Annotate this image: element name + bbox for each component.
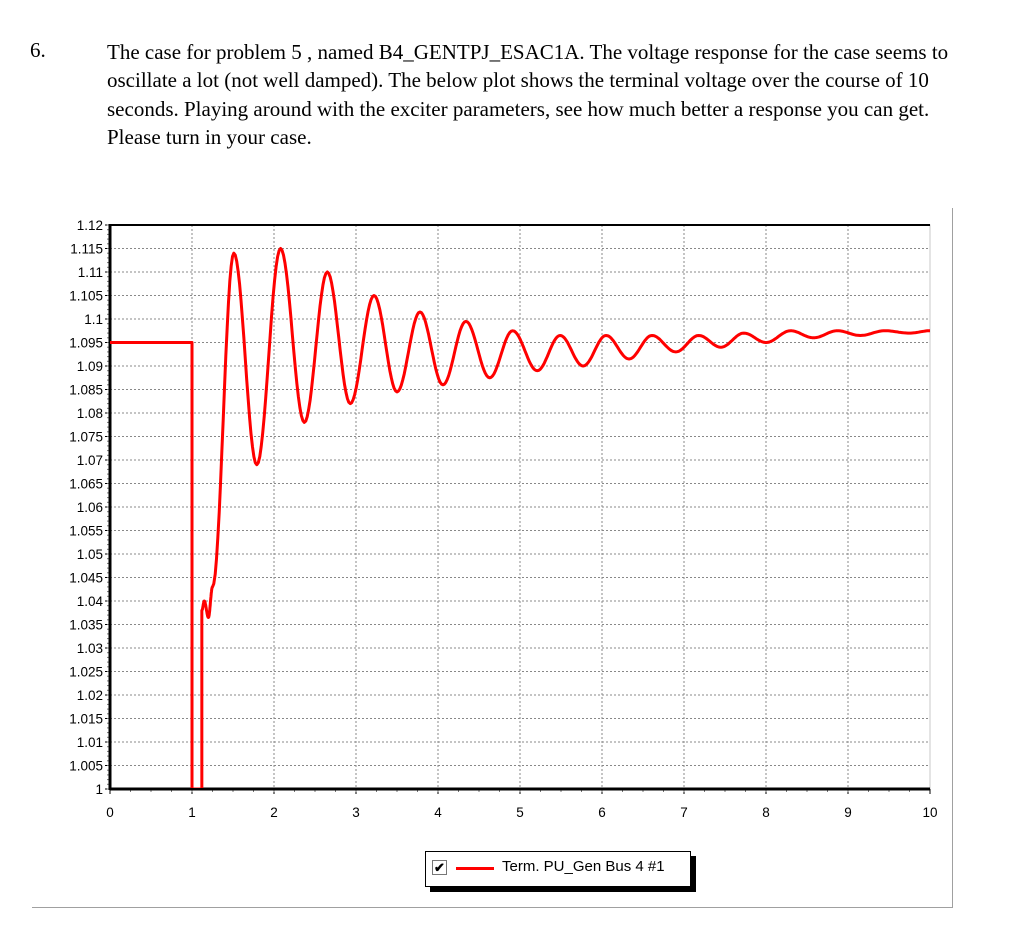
legend-swatch: [456, 867, 494, 870]
y-tick-label: 1.02: [77, 688, 103, 703]
y-tick-label: 1.05: [77, 547, 103, 562]
x-tick-label: 0: [106, 805, 114, 820]
y-tick-label: 1.03: [77, 641, 103, 656]
x-tick-label: 9: [844, 805, 852, 820]
series-line-term-pu-gen-bus-4: [110, 247, 930, 788]
y-tick-label: 1.005: [69, 759, 103, 774]
y-tick-label: 1.025: [69, 665, 103, 680]
x-tick-label: 10: [922, 805, 937, 820]
y-tick-label: 1.115: [70, 242, 103, 257]
x-tick-label: 4: [434, 805, 442, 820]
x-tick-label: 1: [188, 805, 196, 820]
y-tick-label: 1.035: [69, 618, 103, 633]
y-tick-label: 1.04: [77, 594, 104, 609]
x-tick-label: 7: [680, 805, 688, 820]
problem-text: The case for problem 5 , named B4_GENTPJ…: [107, 40, 949, 149]
y-tick-label: 1.015: [69, 712, 103, 727]
y-tick-label: 1.055: [69, 524, 103, 539]
y-tick-label: 1: [95, 782, 103, 797]
y-tick-label: 1.085: [69, 383, 103, 398]
y-tick-label: 1.1: [84, 312, 103, 327]
y-tick-label: 1.045: [69, 571, 103, 586]
problem-number: 6.: [30, 38, 46, 62]
legend: ✔ Term. PU_Gen Bus 4 #1: [425, 851, 691, 887]
y-tick-label: 1.065: [69, 477, 103, 492]
chart-frame: [32, 208, 953, 908]
y-tick-label: 1.06: [77, 500, 103, 515]
y-tick-label: 1.105: [69, 289, 103, 304]
y-tick-label: 1.095: [69, 336, 103, 351]
x-tick-label: 8: [762, 805, 770, 820]
x-tick-label: 5: [516, 805, 524, 820]
x-tick-label: 6: [598, 805, 606, 820]
y-tick-label: 1.11: [78, 265, 103, 280]
legend-label: Term. PU_Gen Bus 4 #1: [502, 858, 665, 875]
y-tick-label: 1.12: [77, 218, 103, 233]
y-tick-label: 1.075: [69, 430, 103, 445]
x-tick-label: 2: [270, 805, 278, 820]
x-tick-label: 3: [352, 805, 360, 820]
y-tick-label: 1.01: [77, 735, 103, 750]
y-tick-label: 1.07: [77, 453, 103, 468]
y-tick-label: 1.08: [77, 406, 103, 421]
series-visibility-checkbox[interactable]: ✔: [432, 860, 447, 875]
y-tick-label: 1.09: [77, 359, 103, 374]
